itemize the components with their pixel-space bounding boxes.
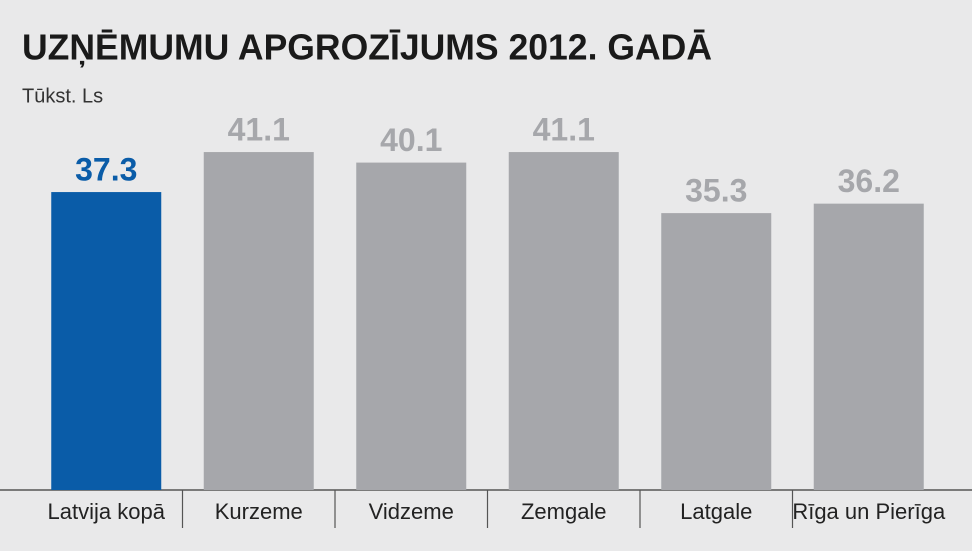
- bar: [508, 152, 619, 490]
- value-label: 41.1: [228, 112, 290, 148]
- bar: [51, 192, 162, 490]
- chart-title: UZŅĒMUMU APGROZĪJUMS 2012. GADĀ: [22, 27, 712, 68]
- chart-subtitle: Tūkst. Ls: [22, 85, 103, 107]
- value-label: 40.1: [380, 122, 442, 158]
- bar: [203, 152, 314, 490]
- x-tick-label: Latvija kopā: [48, 499, 166, 524]
- value-label: 35.3: [685, 173, 747, 209]
- bar: [661, 213, 772, 490]
- x-tick-label: Zemgale: [521, 499, 607, 524]
- x-tick-label: Vidzeme: [369, 499, 454, 524]
- value-label: 41.1: [533, 112, 595, 148]
- value-label: 37.3: [75, 152, 137, 188]
- x-tick-label: Kurzeme: [215, 499, 303, 524]
- x-tick-label: Latgale: [680, 499, 752, 524]
- bar: [356, 162, 467, 490]
- x-tick-label: Rīga un Pierīga: [792, 499, 946, 524]
- value-label: 36.2: [838, 163, 900, 199]
- bar: [813, 203, 924, 490]
